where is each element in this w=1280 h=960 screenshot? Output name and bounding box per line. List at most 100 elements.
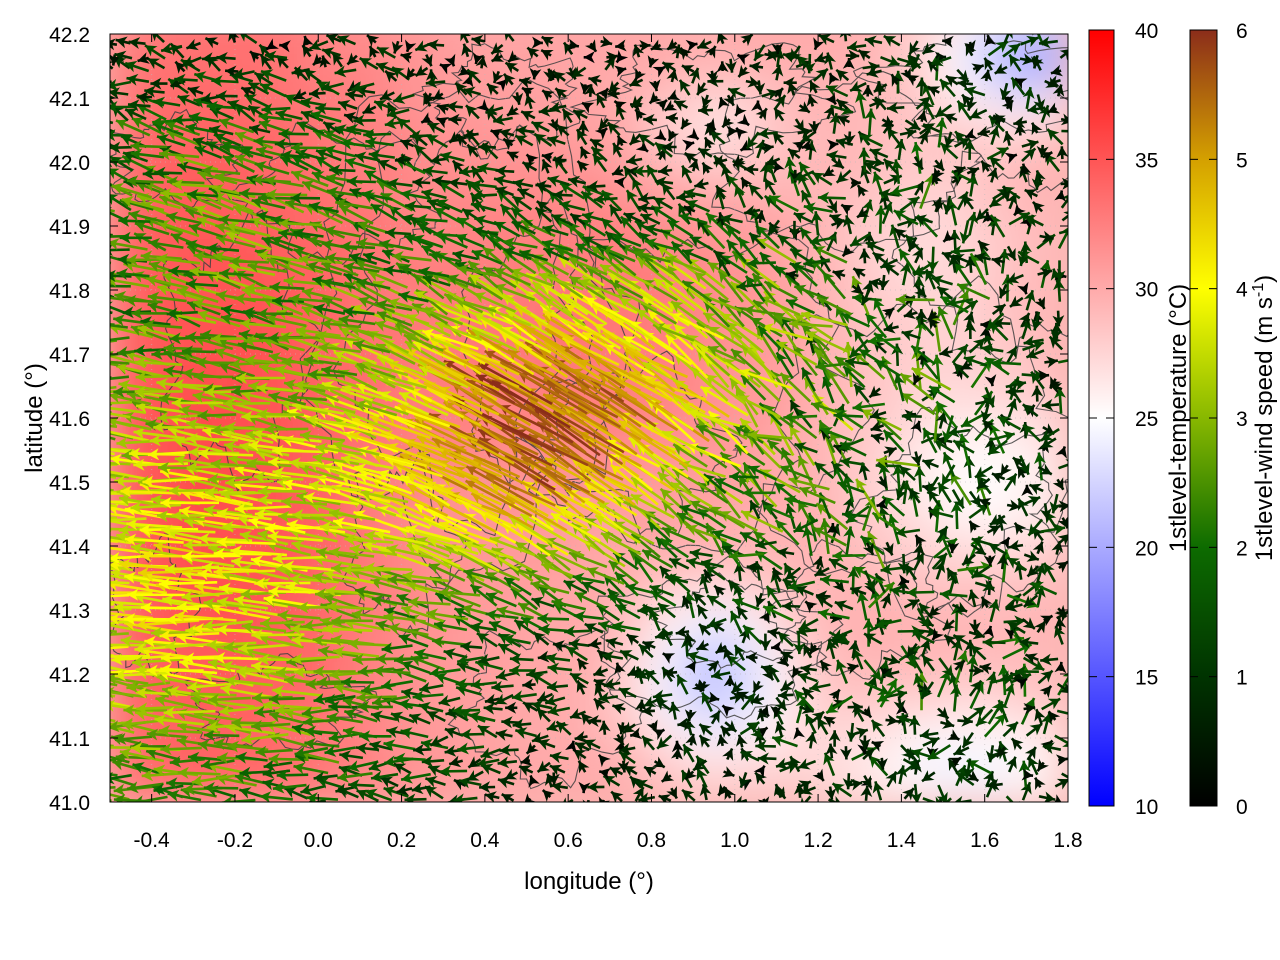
wind-arrow-head bbox=[956, 650, 969, 664]
wind-arrow-head bbox=[312, 452, 325, 465]
wind-arrow-head bbox=[136, 702, 148, 715]
temperature-cell bbox=[942, 705, 965, 739]
wind-arrow-head bbox=[584, 623, 598, 635]
wind-arrow-head bbox=[855, 727, 868, 739]
wind-arrow-head bbox=[398, 633, 412, 646]
wind-arrow-head bbox=[161, 524, 173, 537]
wind-arrow-shaft bbox=[341, 385, 393, 403]
wind-arrow-head bbox=[909, 488, 921, 501]
wind-arrow-head bbox=[546, 720, 560, 732]
wind-arrow-head bbox=[216, 507, 229, 520]
wind-arrow-head bbox=[776, 352, 788, 365]
wind-arrow-head bbox=[812, 395, 825, 407]
wind-arrow-head bbox=[736, 734, 748, 747]
wind-arrow-head bbox=[677, 717, 690, 730]
wind-arrow-head bbox=[334, 682, 346, 695]
wind-arrow-head bbox=[643, 696, 657, 707]
wind-arrow-head bbox=[520, 754, 533, 766]
wind-arrow-head bbox=[153, 540, 166, 553]
wind-arrow-head bbox=[1054, 661, 1067, 674]
temperature-cell bbox=[733, 705, 757, 739]
wind-arrow-head bbox=[110, 699, 116, 712]
temperature-cell bbox=[983, 257, 1007, 291]
wind-arrow-head bbox=[466, 466, 479, 477]
wind-arrow-head bbox=[630, 776, 643, 789]
wind-arrow-head bbox=[186, 418, 198, 431]
wind-arrow-shaft bbox=[353, 465, 410, 481]
wind-arrow-head bbox=[400, 452, 413, 464]
temperature-cell bbox=[379, 34, 403, 35]
wind-arrow-head bbox=[1026, 550, 1039, 562]
wind-arrow-head bbox=[225, 476, 237, 489]
wind-arrow-head bbox=[83, 387, 95, 399]
wind-arrow-head bbox=[748, 465, 761, 477]
wind-arrow-head bbox=[847, 567, 860, 579]
wind-arrow-head bbox=[763, 605, 776, 617]
wind-arrow-head bbox=[511, 588, 524, 600]
wind-arrow-head bbox=[926, 389, 940, 401]
wind-arrow-head bbox=[996, 554, 1009, 566]
wind-arrow-head bbox=[987, 525, 1001, 537]
wind-arrow-head bbox=[93, 541, 105, 553]
wind-arrow-head bbox=[707, 616, 720, 629]
wind-arrow-head bbox=[948, 757, 962, 769]
temperature-cell bbox=[837, 225, 861, 259]
wind-arrow-head bbox=[531, 596, 544, 608]
wind-arrow-head bbox=[881, 356, 893, 369]
temperature-cell bbox=[858, 34, 882, 35]
wind-arrow-head bbox=[848, 640, 860, 653]
temperature-cell bbox=[504, 673, 528, 707]
wind-arrow-head bbox=[598, 620, 611, 632]
wind-arrow-head bbox=[911, 625, 923, 638]
wind-arrow-head bbox=[794, 690, 807, 703]
wind-arrow-head bbox=[69, 645, 80, 657]
wind-arrow-head bbox=[294, 746, 307, 759]
wind-arrow-head bbox=[424, 786, 438, 798]
wind-arrow-head bbox=[138, 566, 150, 579]
wind-arrow-head bbox=[470, 584, 483, 597]
wind-arrow-head bbox=[537, 650, 550, 663]
wind-arrow-head bbox=[858, 738, 871, 750]
wind-arrow-head bbox=[774, 786, 786, 799]
wind-arrow-shaft bbox=[233, 597, 289, 608]
wind-arrow-head bbox=[519, 765, 532, 777]
wind-arrow-head bbox=[637, 603, 649, 616]
wind-arrow-shaft bbox=[286, 522, 346, 534]
wind-arrow-head bbox=[545, 328, 558, 340]
wind-arrow-head bbox=[177, 766, 189, 779]
wind-arrow-head bbox=[509, 653, 522, 666]
wind-arrow-head bbox=[140, 601, 152, 614]
wind-arrow-head bbox=[603, 678, 616, 690]
wind-arrow-head bbox=[432, 636, 444, 648]
wind-arrow-head bbox=[832, 628, 845, 641]
wind-arrow-head bbox=[77, 692, 89, 704]
wind-arrow-head bbox=[1049, 501, 1062, 514]
wind-arrow-head bbox=[443, 402, 457, 414]
wind-arrow-head bbox=[782, 600, 794, 613]
wind-arrow-shaft bbox=[414, 414, 478, 443]
wind-arrow-shaft bbox=[272, 449, 329, 454]
wind-arrow-head bbox=[163, 365, 176, 378]
wind-arrow-head bbox=[119, 747, 132, 760]
wind-arrow-head bbox=[92, 356, 103, 368]
wind-arrow-head bbox=[520, 514, 533, 525]
wind-arrow-head bbox=[798, 619, 812, 630]
wind-arrow-head bbox=[300, 430, 312, 443]
wind-arrow-head bbox=[62, 518, 74, 530]
wind-arrow-head bbox=[1007, 557, 1020, 569]
wind-arrow-head bbox=[753, 680, 764, 693]
wind-arrow-shaft bbox=[110, 517, 147, 522]
wind-arrow-head bbox=[349, 543, 362, 556]
wind-arrow-head bbox=[708, 710, 720, 724]
wind-arrow-head bbox=[1057, 534, 1068, 546]
wind-arrow-head bbox=[94, 651, 105, 663]
wind-arrow-head bbox=[741, 510, 754, 522]
temperature-cell bbox=[608, 129, 632, 163]
wind-arrow-head bbox=[866, 676, 878, 689]
wind-arrow-head bbox=[763, 504, 776, 516]
wind-arrow-head bbox=[141, 769, 154, 782]
wind-arrow-shaft bbox=[110, 593, 130, 598]
wind-arrow-shaft bbox=[332, 519, 391, 534]
wind-arrow-head bbox=[414, 648, 427, 661]
wind-arrow-head bbox=[662, 500, 675, 513]
